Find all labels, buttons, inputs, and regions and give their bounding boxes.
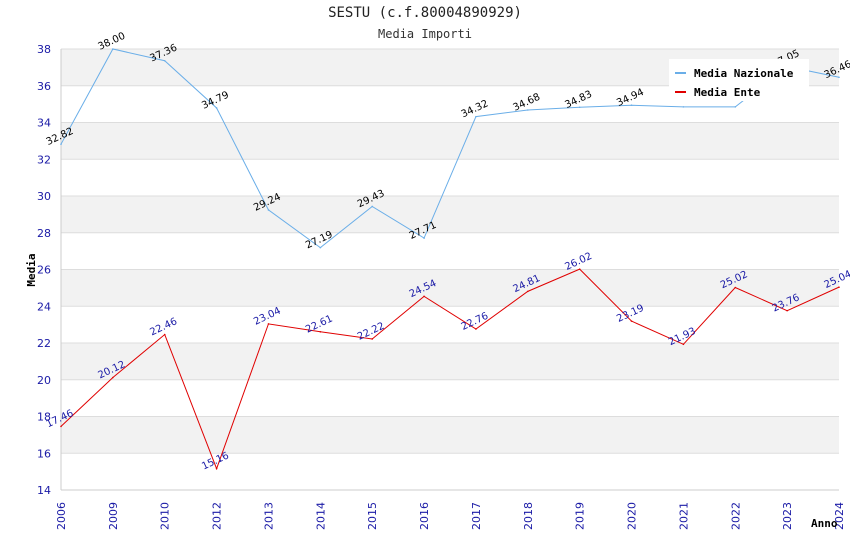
- x-tick-label: 2010: [159, 502, 172, 530]
- series-line-media-ente: [60, 268, 840, 471]
- data-label: 22.76: [460, 311, 491, 333]
- data-point: [60, 425, 62, 428]
- y-tick-label: 30: [37, 190, 51, 203]
- chart-title: SESTU (c.f.80004890929): [328, 5, 522, 21]
- y-tick-label: 26: [37, 264, 51, 277]
- x-tick-label: 2018: [522, 502, 535, 530]
- chart-subtitle: Media Importi: [378, 27, 472, 41]
- data-point: [630, 320, 633, 322]
- x-axis-label: Anno: [811, 517, 838, 530]
- y-tick-label: 38: [37, 43, 51, 56]
- x-tick-label: 2006: [55, 502, 68, 530]
- series-lines: [60, 48, 840, 471]
- data-point: [60, 143, 62, 145]
- data-point: [112, 376, 114, 379]
- data-label: 22.22: [356, 321, 387, 343]
- grid-band: [61, 416, 839, 454]
- data-point: [371, 338, 374, 340]
- series-line-media-nazionale: [60, 48, 840, 249]
- data-point: [112, 48, 114, 50]
- data-label: 23.04: [252, 306, 283, 328]
- data-point: [423, 237, 425, 239]
- data-point: [319, 330, 322, 333]
- x-tick-label: 2020: [626, 502, 639, 530]
- data-point: [682, 343, 685, 346]
- data-point: [578, 106, 581, 109]
- y-tick-label: 20: [37, 374, 51, 387]
- y-tick-label: 18: [37, 411, 51, 424]
- data-label: 34.32: [460, 98, 491, 120]
- data-point: [734, 106, 737, 108]
- data-point: [630, 104, 633, 107]
- y-tick-labels: 14 16 18 20 22 24 26 28 30 32 34 36 38: [37, 43, 51, 497]
- data-point: [734, 286, 737, 289]
- y-tick-label: 34: [37, 117, 51, 130]
- x-tick-label: 2019: [574, 502, 587, 530]
- data-label: 22.61: [304, 313, 335, 335]
- data-point: [267, 323, 270, 325]
- y-tick-label: 32: [37, 153, 51, 166]
- data-point: [838, 286, 840, 288]
- grid-band: [61, 269, 839, 307]
- x-tick-label: 2014: [314, 502, 327, 530]
- legend-item-label: Media Ente: [694, 86, 761, 99]
- y-tick-label: 24: [37, 300, 51, 313]
- legend-box: [669, 59, 809, 101]
- x-tick-labels: 2006 2009 2010 2012 2013 2014 2015 2016 2017 2018…: [55, 502, 846, 530]
- x-tick-label: 2013: [262, 502, 275, 530]
- data-point: [163, 333, 166, 336]
- data-label: 34.79: [200, 90, 231, 112]
- grid-band: [61, 196, 839, 233]
- x-tick-label: 2023: [781, 502, 794, 530]
- y-tick-label: 28: [37, 227, 51, 240]
- y-tick-label: 14: [37, 484, 51, 497]
- data-point: [267, 209, 270, 211]
- x-tick-label: 2016: [418, 502, 431, 530]
- data-point: [527, 290, 529, 293]
- y-tick-label: 36: [37, 80, 51, 93]
- x-tick-label: 2024: [833, 502, 846, 530]
- legend[interactable]: Media Nazionale Media Ente: [669, 59, 809, 101]
- data-point: [371, 205, 374, 208]
- x-tick-label: 2015: [366, 502, 379, 530]
- x-tick-label: 2012: [211, 502, 224, 530]
- data-point: [423, 295, 425, 298]
- data-point: [527, 109, 529, 111]
- x-tick-label: 2009: [107, 502, 120, 530]
- data-point: [578, 268, 581, 270]
- data-point: [682, 106, 685, 108]
- grid-band: [61, 122, 839, 160]
- data-point: [838, 76, 840, 79]
- data-point: [215, 107, 218, 109]
- grid-bands: [61, 49, 839, 454]
- data-point: [163, 59, 166, 62]
- x-tick-label: 2021: [677, 502, 690, 530]
- data-point: [786, 309, 788, 312]
- data-point: [475, 115, 477, 118]
- legend-item-label: Media Nazionale: [694, 67, 794, 80]
- axes: [60, 49, 839, 491]
- x-tick-label: 2017: [470, 502, 483, 530]
- data-point: [319, 246, 322, 249]
- grid-band: [61, 343, 839, 380]
- data-point: [215, 467, 218, 470]
- data-point: [475, 328, 477, 330]
- x-tick-label: 2022: [729, 502, 742, 530]
- y-tick-label: 16: [37, 447, 51, 460]
- y-tick-label: 22: [37, 337, 51, 350]
- y-axis-label: Media: [25, 253, 38, 286]
